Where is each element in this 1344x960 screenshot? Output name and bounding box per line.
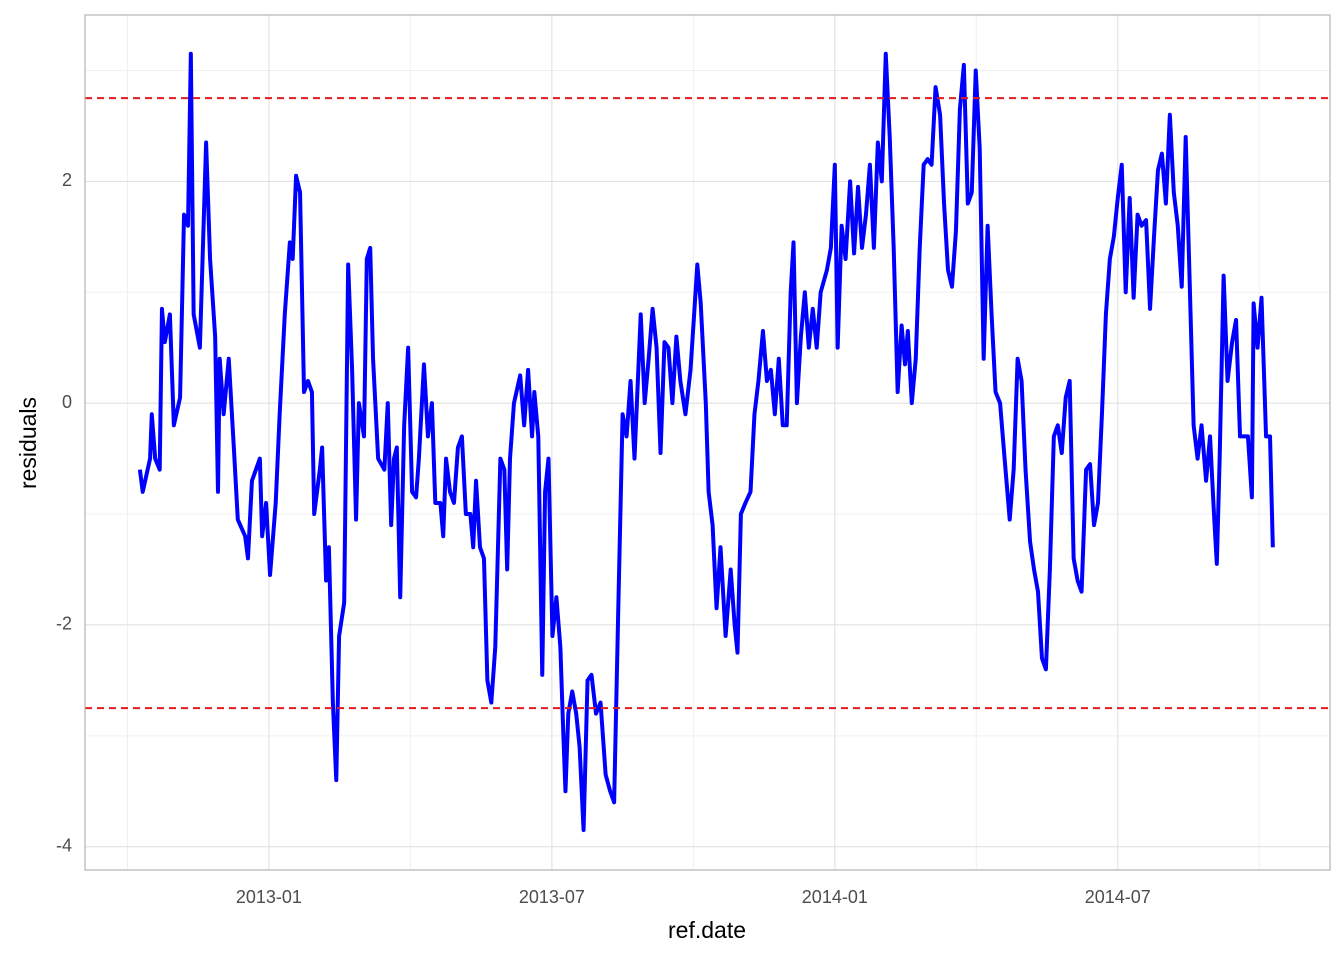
x-tick-label: 2014-07 bbox=[1085, 887, 1151, 907]
y-tick-label: 0 bbox=[62, 392, 72, 412]
panel-border bbox=[84, 14, 1331, 871]
y-tick-label: -2 bbox=[56, 614, 72, 634]
y-tick-label: -4 bbox=[56, 835, 72, 855]
y-tick-label: 2 bbox=[62, 170, 72, 190]
x-axis-title: ref.date bbox=[668, 917, 746, 943]
x-tick-label: 2014-01 bbox=[802, 887, 868, 907]
x-tick-label: 2013-07 bbox=[519, 887, 585, 907]
x-tick-label: 2013-01 bbox=[236, 887, 302, 907]
y-axis-title: residuals bbox=[15, 397, 41, 489]
residual-line bbox=[137, 51, 1275, 833]
